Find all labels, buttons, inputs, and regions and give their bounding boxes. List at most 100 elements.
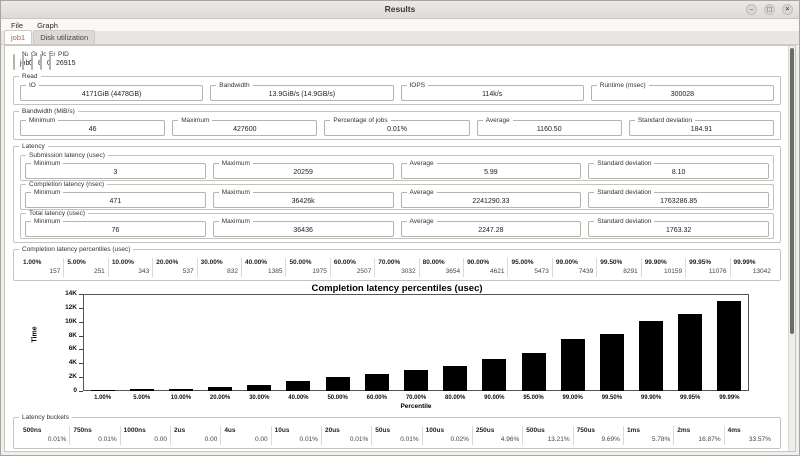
bucket-cell: 500us 13.21%: [523, 426, 574, 445]
latency-subsection: Completion latency (nsec) Minimum 471 Maxim…: [20, 181, 774, 210]
tab-job1[interactable]: job1: [4, 30, 33, 44]
latency-section-body: Submission latency (usec) Minimum 3 Maximum…: [20, 152, 774, 239]
bucket-value: 13.21%: [547, 436, 570, 443]
field-value: 3: [113, 169, 118, 176]
x-axis-tick-label: 1.00%: [94, 395, 112, 401]
minimize-button[interactable]: –: [746, 4, 757, 15]
x-axis-tick-label: 80.00%: [444, 395, 466, 401]
window-controls: – ▢ ✕: [746, 4, 793, 15]
close-button[interactable]: ✕: [782, 4, 793, 15]
y-axis-tick-mark: [79, 349, 83, 351]
x-axis-tick-label: 99.50%: [601, 395, 623, 401]
percentile-cell: 99.90% 10159: [642, 258, 687, 277]
titlebar[interactable]: Results – ▢ ✕: [1, 1, 799, 19]
percentile-value: 13042: [752, 268, 771, 275]
form-field[interactable]: Average 5.99: [400, 160, 582, 179]
form-field[interactable]: Minimum 471: [25, 189, 206, 208]
field-value: 8.10: [671, 169, 686, 176]
percentile-header: 5.00%: [67, 259, 86, 266]
scrollbar-thumb[interactable]: [790, 48, 794, 334]
form-field[interactable]: Namejob1: [13, 51, 43, 70]
form-field[interactable]: Error0: [40, 51, 67, 70]
form-field[interactable]: Maximum 36436: [212, 218, 394, 237]
y-axis-tick-mark: [79, 363, 83, 365]
percentile-cell: 50.00% 1975: [286, 258, 331, 277]
form-field[interactable]: Maximum 36426k: [212, 189, 394, 208]
maximize-button[interactable]: ▢: [764, 4, 775, 15]
form-field[interactable]: Average 2247.28: [400, 218, 582, 237]
x-axis-tick-label: 5.00%: [133, 395, 151, 401]
bucket-cell: 250us 4.96%: [473, 426, 524, 445]
field-value: 4171GiB (4478GB): [81, 91, 142, 98]
latency-subsection-legend: Total latency (usec): [26, 210, 88, 218]
bar: [247, 385, 272, 391]
bar: [325, 377, 350, 391]
form-field[interactable]: Percentage of jobs 0.01%: [324, 117, 470, 136]
chart-title: Latency buckets: [13, 451, 781, 452]
field-label: Minimum: [31, 160, 64, 168]
form-field[interactable]: Standard deviation 1763286.85: [588, 189, 769, 208]
percentile-header: 80.00%: [422, 259, 445, 266]
form-field[interactable]: Maximum 20259: [212, 160, 394, 179]
form-field[interactable]: Minimum 3: [25, 160, 206, 179]
form-field[interactable]: PID 26915: [49, 51, 75, 70]
form-field[interactable]: Standard deviation 8.10: [588, 160, 769, 179]
menu-file[interactable]: File: [11, 20, 24, 30]
bucket-cell: 4us 0.00: [221, 426, 272, 445]
form-field[interactable]: Maximum 427600: [172, 117, 318, 136]
field-value: 36426k: [291, 198, 315, 205]
percentile-value: 832: [227, 268, 239, 275]
percentile-cell: 99.99% 13042: [731, 258, 774, 277]
field-value: 76: [111, 227, 120, 234]
bar: [717, 301, 742, 391]
form-field[interactable]: Group ID0: [22, 51, 61, 70]
bucket-header: 1ms: [626, 427, 640, 434]
field-label: Average: [406, 218, 437, 226]
percentile-cell: 20.00% 537: [153, 258, 198, 277]
form-field[interactable]: Standard deviation 1763.32: [588, 218, 769, 237]
form-field[interactable]: Bandwidth 13.9GiB/s (14.9GB/s): [210, 82, 394, 101]
y-axis-tick-label: 10K: [65, 317, 77, 325]
bucket-header: 4us: [224, 427, 236, 434]
menu-graph[interactable]: Graph: [37, 20, 58, 30]
percentile-cell: 40.00% 1385: [242, 258, 287, 277]
form-field[interactable]: IO 4171GiB (4478GB): [20, 82, 204, 101]
completion-latency-percentiles-chart: Completion latency percentiles (usec) Tim…: [13, 283, 781, 411]
form-field[interactable]: Standard deviation 184.91: [628, 117, 775, 136]
bucket-header: 50us: [375, 427, 391, 434]
read-section-legend: Read: [19, 73, 41, 81]
field-value: 114k/s: [482, 91, 503, 98]
field-value: 20259: [293, 169, 313, 176]
form-field[interactable]: Runtime (msec) 300028: [590, 82, 774, 101]
bar: [443, 366, 468, 391]
form-field[interactable]: Average 1160.50: [476, 117, 622, 136]
bar: [168, 389, 193, 391]
bucket-header: 250us: [475, 427, 495, 434]
field-value: 26915: [56, 60, 76, 67]
bucket-value: 0.01%: [47, 436, 67, 443]
y-axis-tick-label: 0: [73, 387, 77, 394]
field-row: Minimum 471 Maximum 36426k Average 2241290.33…: [25, 189, 769, 208]
field-label: Maximum: [218, 218, 253, 226]
percentile-cell: 99.50% 8291: [597, 258, 642, 277]
form-field[interactable]: Jobs8: [31, 51, 57, 70]
vertical-scrollbar[interactable]: [788, 46, 795, 451]
bar: [560, 339, 585, 391]
percentile-header: 10.00%: [111, 259, 134, 266]
form-field[interactable]: IOPS 114k/s: [400, 82, 584, 101]
field-label: Average: [406, 160, 437, 168]
chart-title: Completion latency percentiles (usec): [311, 283, 483, 294]
field-label: Maximum: [218, 160, 253, 168]
form-field[interactable]: Minimum 46: [20, 117, 166, 136]
field-row: Minimum 3 Maximum 20259 Average 5.99 Standard …: [25, 160, 769, 179]
bucket-value: 16.87%: [698, 436, 721, 443]
form-field[interactable]: Minimum 76: [25, 218, 206, 237]
y-axis-tick-mark: [79, 391, 83, 392]
field-value: 5.99: [484, 169, 498, 176]
tab-disk-utilization[interactable]: Disk utilization: [33, 30, 96, 44]
percentile-value: 5473: [534, 268, 549, 275]
x-axis-tick-label: 10.00%: [170, 395, 192, 401]
y-axis-tick-mark: [79, 307, 83, 309]
form-field[interactable]: Average 2241290.33: [400, 189, 582, 208]
percentile-header: 1.00%: [23, 259, 42, 266]
